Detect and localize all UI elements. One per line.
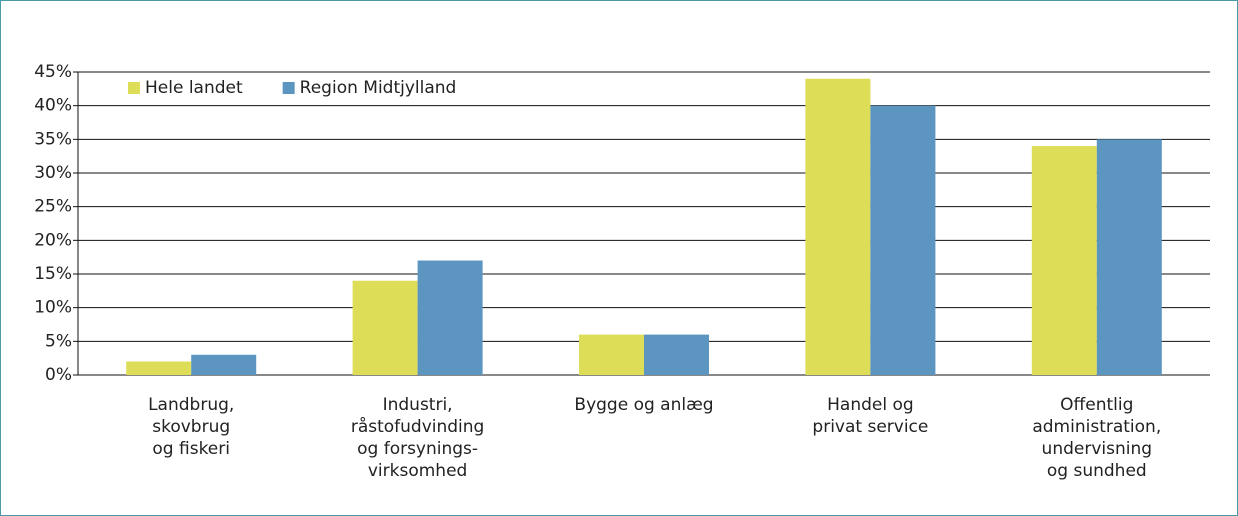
x-tick-label: Industri, — [383, 395, 453, 415]
x-tick-label: og forsynings- — [357, 439, 478, 459]
legend-swatch — [128, 82, 140, 94]
legend-swatch — [282, 82, 295, 94]
y-tick-label: 30% — [34, 163, 72, 183]
x-tick-label: Handel og — [827, 395, 914, 415]
bar — [1031, 146, 1097, 375]
x-tick-label: råstofudvinding — [351, 416, 485, 437]
bar — [1096, 139, 1162, 375]
x-tick-label: Bygge og anlæg — [574, 395, 713, 415]
y-tick-label: 0% — [45, 365, 72, 385]
x-tick-label: Landbrug, — [148, 395, 234, 415]
y-tick-label: 45% — [34, 62, 72, 82]
x-tick-label: Offentlig — [1060, 395, 1133, 415]
x-tick-label: privat service — [812, 417, 928, 437]
x-tick-label: administration, — [1032, 417, 1161, 437]
y-tick-label: 40% — [34, 96, 72, 116]
x-tick-label: og sundhed — [1047, 461, 1147, 481]
y-tick-label: 5% — [45, 331, 72, 351]
y-tick-label: 25% — [34, 197, 72, 217]
x-tick-label: virksomhed — [368, 461, 467, 481]
bar — [417, 260, 483, 375]
bar — [644, 334, 709, 375]
bar — [191, 354, 257, 375]
bar — [870, 105, 936, 376]
x-tick-label: skovbrug — [152, 417, 230, 437]
legend-label: Hele landet — [145, 78, 243, 98]
bar — [579, 334, 644, 375]
bar — [126, 361, 192, 375]
y-tick-label: 35% — [34, 129, 72, 149]
bar — [805, 78, 871, 375]
x-tick-label: og fiskeri — [152, 439, 230, 459]
bar — [352, 280, 418, 375]
x-tick-label: undervisning — [1042, 439, 1153, 459]
y-tick-label: 15% — [34, 264, 72, 284]
y-tick-label: 10% — [34, 298, 72, 318]
legend-label: Region Midtjylland — [300, 78, 457, 98]
y-tick-label: 20% — [34, 230, 72, 250]
